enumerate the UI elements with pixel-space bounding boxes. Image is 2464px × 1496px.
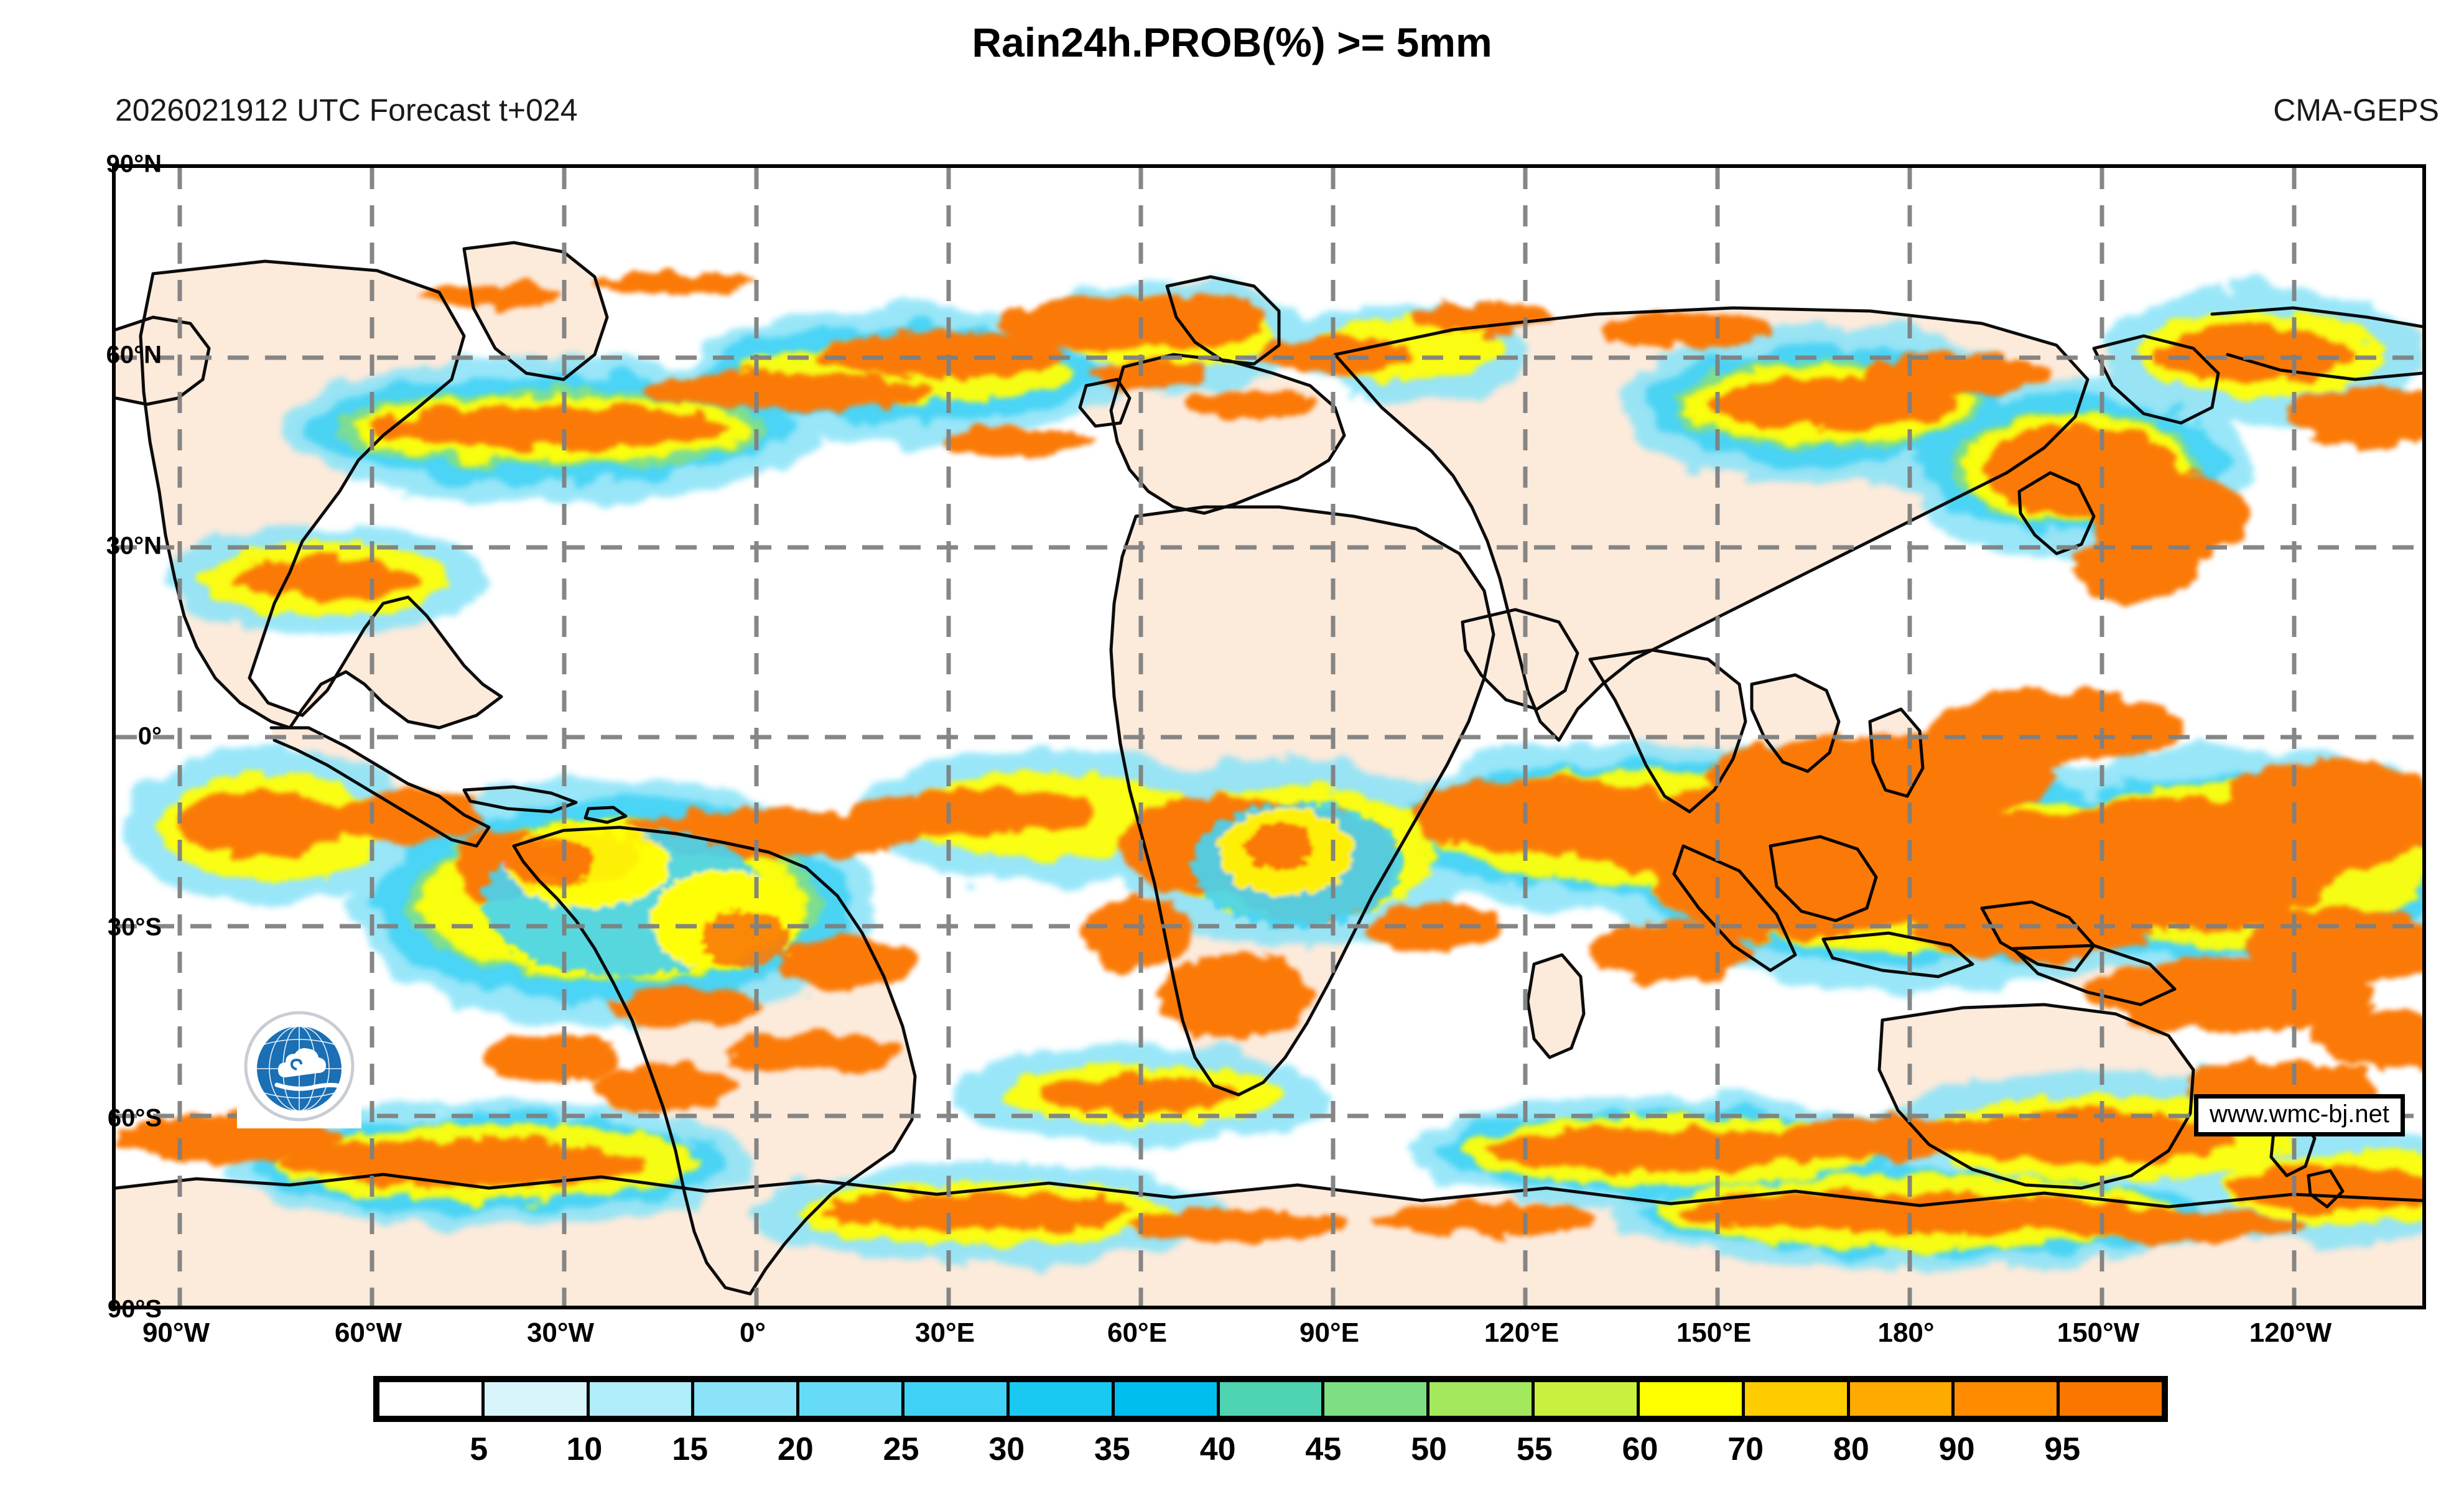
colorbar-tick-70: 70 — [1727, 1431, 1764, 1467]
colorbar-cell-1 — [484, 1382, 590, 1416]
colorbar-cell-13 — [1744, 1382, 1850, 1416]
watermark-url: www.wmc-bj.net — [2194, 1094, 2405, 1136]
colorbar-tick-90: 90 — [1938, 1431, 1975, 1467]
xtick-60w: 60°W — [334, 1317, 402, 1348]
colorbar-tick-20: 20 — [777, 1431, 814, 1467]
xtick-60e: 60°E — [1107, 1317, 1167, 1348]
colorbar-tick-10: 10 — [566, 1431, 603, 1467]
colorbar-tick-45: 45 — [1305, 1431, 1342, 1467]
xtick-150w: 150°W — [2057, 1317, 2140, 1348]
colorbar-cell-4 — [799, 1382, 905, 1416]
xtick-30w: 30°W — [526, 1317, 595, 1348]
xtick-120w: 120°W — [2249, 1317, 2332, 1348]
colorbar-cell-12 — [1639, 1382, 1745, 1416]
xtick-150e: 150°E — [1676, 1317, 1752, 1348]
xtick-120e: 120°E — [1484, 1317, 1560, 1348]
colorbar-tick-60: 60 — [1622, 1431, 1658, 1467]
page-title: Rain24h.PROB(%) >= 5mm — [972, 19, 1492, 65]
colorbar-cell-15 — [1955, 1382, 2060, 1416]
coastlines — [116, 241, 2422, 1296]
map-plot-area[interactable]: www.wmc-bj.net — [112, 164, 2426, 1309]
colorbar-tick-15: 15 — [672, 1431, 709, 1467]
colorbar-tick-40: 40 — [1199, 1431, 1236, 1467]
colorbar-cell-8 — [1219, 1382, 1325, 1416]
colorbar-cell-5 — [904, 1382, 1010, 1416]
xtick-90e: 90°E — [1299, 1317, 1359, 1348]
ytick-0: 0° — [137, 722, 162, 750]
colorbar-tick-55: 55 — [1516, 1431, 1553, 1467]
ytick-90n: 90°N — [106, 150, 162, 178]
colorbar-tick-95: 95 — [2044, 1431, 2081, 1467]
xtick-90w: 90°W — [142, 1317, 210, 1348]
ytick-60s: 60°S — [107, 1104, 162, 1132]
ytick-90s: 90°S — [107, 1295, 162, 1323]
colorbar-tick-25: 25 — [883, 1431, 919, 1467]
xtick-30e: 30°E — [915, 1317, 975, 1348]
colorbar-cell-3 — [694, 1382, 800, 1416]
colorbar-tick-80: 80 — [1833, 1431, 1869, 1467]
ytick-30n: 30°N — [106, 532, 162, 560]
colorbar-cell-2 — [589, 1382, 695, 1416]
xtick-180: 180° — [1877, 1317, 1935, 1348]
colorbar-tick-35: 35 — [1094, 1431, 1130, 1467]
model-label: CMA-GEPS — [2273, 93, 2439, 128]
colorbar-cell-16 — [2060, 1382, 2162, 1416]
colorbar-tick-30: 30 — [988, 1431, 1025, 1467]
colorbar-cell-10 — [1430, 1382, 1535, 1416]
xtick-0: 0° — [739, 1317, 766, 1348]
world-map — [116, 168, 2422, 1306]
colorbar-cell-0 — [379, 1382, 485, 1416]
colorbar-cell-11 — [1535, 1382, 1640, 1416]
forecast-subtitle: 2026021912 UTC Forecast t+024 — [115, 93, 578, 128]
colorbar-cell-7 — [1114, 1382, 1220, 1416]
colorbar-cell-9 — [1324, 1382, 1430, 1416]
colorbar-tick-5: 5 — [470, 1431, 488, 1467]
colorbar-cell-6 — [1009, 1382, 1115, 1416]
colorbar-cell-14 — [1849, 1382, 1955, 1416]
gridlines — [116, 168, 2422, 1306]
colorbar-tick-50: 50 — [1411, 1431, 1447, 1467]
ytick-30s: 30°S — [107, 913, 162, 941]
colorbar[interactable] — [373, 1376, 2168, 1422]
ytick-60n: 60°N — [106, 341, 162, 369]
cma-logo — [237, 1004, 361, 1128]
